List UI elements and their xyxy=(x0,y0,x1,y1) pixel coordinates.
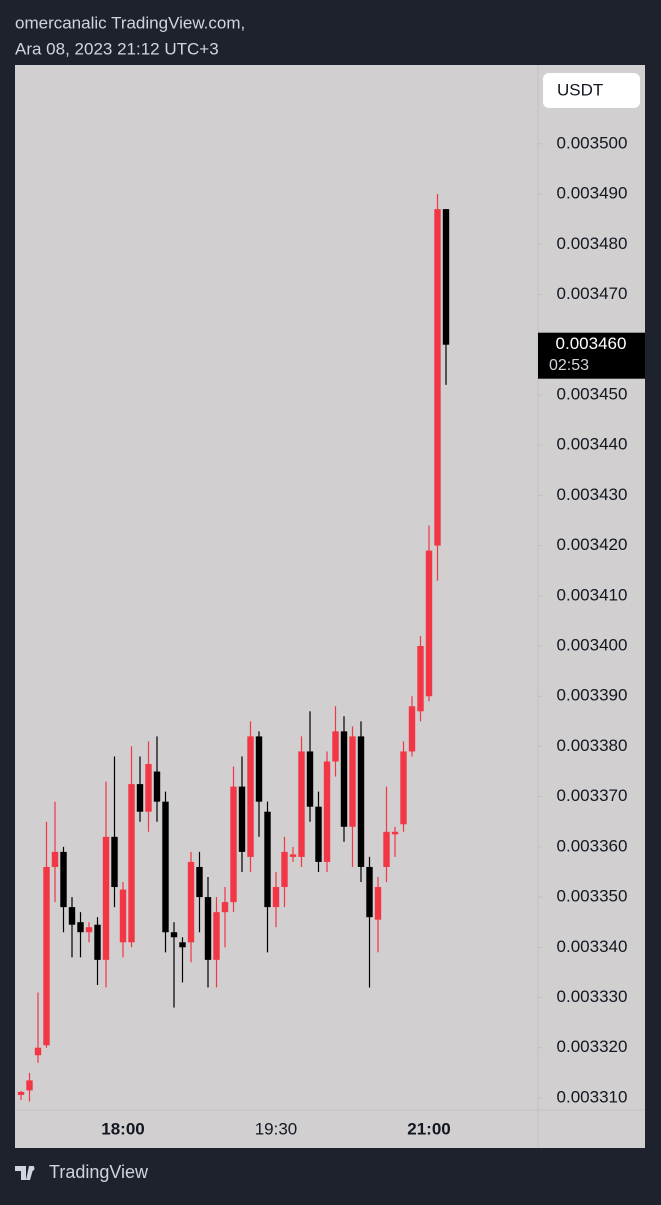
candle-body xyxy=(442,209,450,345)
candle-body xyxy=(102,836,110,960)
x-tick-label: 19:30 xyxy=(255,1119,298,1138)
y-tick-label: 0.003310 xyxy=(557,1087,628,1106)
candle-body xyxy=(17,1091,25,1095)
candle-body xyxy=(179,942,186,948)
candle-body xyxy=(272,887,280,908)
candle-body xyxy=(196,866,203,898)
last-price-box xyxy=(538,332,645,379)
y-tick-label: 0.003370 xyxy=(557,786,628,805)
candle-body xyxy=(247,736,254,857)
currency-button[interactable] xyxy=(543,73,640,108)
x-tick-label: 18:00 xyxy=(101,1119,144,1138)
last-price-label: 0.003460 xyxy=(556,334,627,353)
y-tick-label: 0.003450 xyxy=(557,384,628,403)
candle-body xyxy=(187,861,195,943)
y-tick-label: 0.003330 xyxy=(557,987,628,1006)
candle-body xyxy=(230,786,237,903)
brand-logo xyxy=(15,1166,35,1180)
candle-body xyxy=(128,784,135,943)
candle-body xyxy=(340,731,348,827)
candle-body xyxy=(374,887,382,920)
watermark-line2: Ara 08, 2023 21:12 UTC+3 xyxy=(15,39,219,58)
candle-body xyxy=(289,854,297,857)
candle-body xyxy=(145,764,152,812)
candle-body xyxy=(281,851,288,888)
candle-body xyxy=(349,736,356,827)
candle-body xyxy=(94,924,101,960)
candle-body xyxy=(323,761,331,862)
y-tick-label: 0.003360 xyxy=(557,836,628,855)
candle-body xyxy=(153,771,161,802)
candle-body xyxy=(315,806,322,862)
candle-body xyxy=(255,736,263,802)
candle-body xyxy=(408,706,416,752)
y-tick-label: 0.003340 xyxy=(557,937,628,956)
y-tick-label: 0.003430 xyxy=(557,485,628,504)
candle-body xyxy=(26,1080,33,1091)
currency-label: USDT xyxy=(557,80,603,99)
candle-body xyxy=(77,922,84,933)
candle-body xyxy=(170,932,178,938)
y-tick-label: 0.003410 xyxy=(557,585,628,604)
candle-body xyxy=(51,851,59,867)
candle-body xyxy=(85,927,93,933)
y-tick-label: 0.003480 xyxy=(557,234,628,253)
candle-body xyxy=(34,1047,42,1056)
watermark-line1: omercanalic TradingView.com, xyxy=(15,13,245,32)
candle-body xyxy=(298,751,305,857)
candle-body xyxy=(366,866,373,918)
candle-body xyxy=(68,907,76,925)
candle-body xyxy=(60,851,67,908)
candle-body xyxy=(162,801,169,933)
candle-body xyxy=(119,889,127,943)
y-tick-label: 0.003490 xyxy=(557,184,628,203)
y-tick-label: 0.003380 xyxy=(557,736,628,755)
candle-body xyxy=(306,751,314,807)
candle-body xyxy=(111,836,118,888)
y-tick-label: 0.003500 xyxy=(557,133,628,152)
candle-body xyxy=(332,731,339,762)
y-tick-label: 0.003350 xyxy=(557,887,628,906)
y-tick-label: 0.003440 xyxy=(557,435,628,454)
candle-body xyxy=(434,209,441,546)
chart-panel xyxy=(15,65,645,1148)
y-tick-label: 0.003390 xyxy=(557,686,628,705)
y-tick-label: 0.003470 xyxy=(557,284,628,303)
candle-body xyxy=(238,786,246,852)
candle-body xyxy=(264,811,271,908)
candle-body xyxy=(391,831,399,835)
candle-body xyxy=(43,866,50,1046)
candle-body xyxy=(400,751,407,825)
candle-body xyxy=(213,912,220,960)
y-tick-label: 0.003420 xyxy=(557,535,628,554)
candle-body xyxy=(417,646,424,712)
candle-body xyxy=(383,831,390,867)
candle-body xyxy=(425,550,433,697)
candle-body xyxy=(204,897,212,960)
y-tick-label: 0.003400 xyxy=(557,635,628,654)
x-tick-label: 21:00 xyxy=(407,1119,450,1138)
countdown: 02:53 xyxy=(549,357,589,374)
candle-body xyxy=(357,736,365,867)
brand-name: TradingView xyxy=(49,1162,149,1182)
candle-body xyxy=(221,902,229,913)
y-tick-label: 0.003320 xyxy=(557,1037,628,1056)
candle-body xyxy=(136,784,144,812)
